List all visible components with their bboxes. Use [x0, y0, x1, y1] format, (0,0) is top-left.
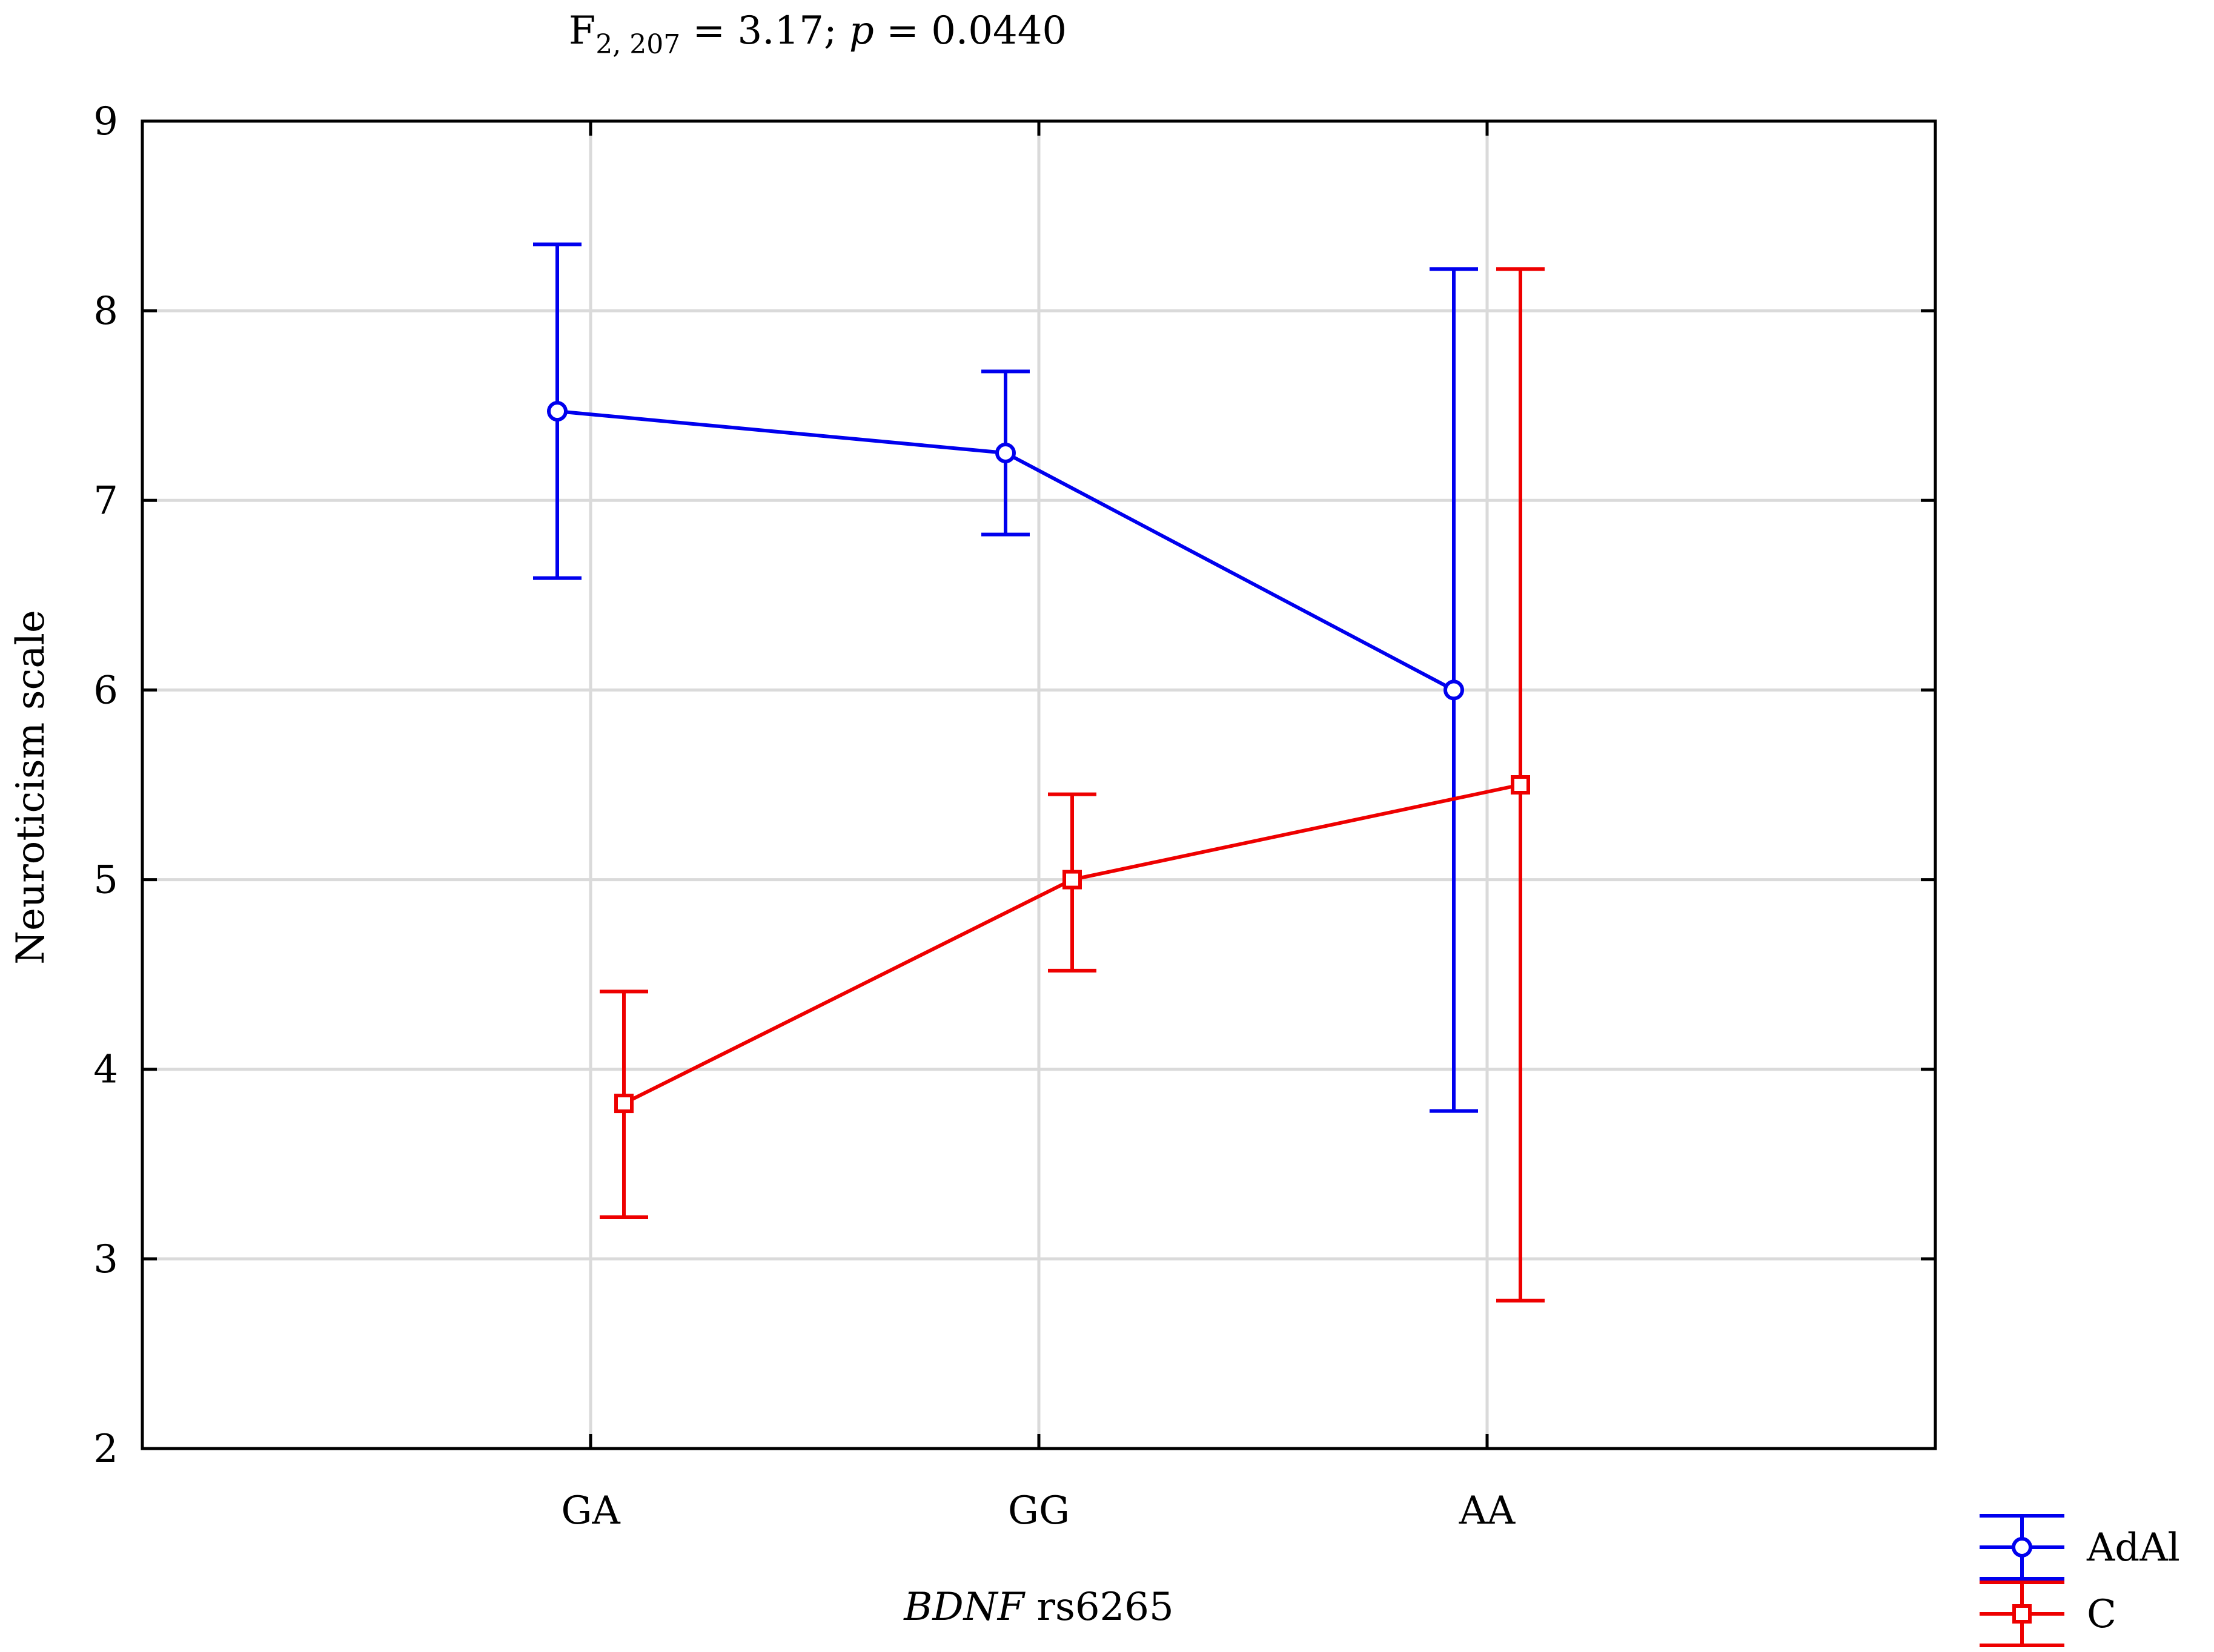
- x-tick-labels: GA GG AA: [561, 1488, 1516, 1533]
- legend-marker: [2012, 1604, 2032, 1624]
- data-point: [995, 443, 1016, 463]
- x-axis-label-snp: rs6265: [1024, 1585, 1174, 1630]
- legend-item-c: C: [1980, 1581, 2116, 1647]
- legend-item-adal: AdAl: [1980, 1514, 2180, 1581]
- title-stat-text: = 3.17;: [680, 8, 849, 53]
- data-point: [1443, 679, 1464, 701]
- data-point: [1511, 775, 1530, 795]
- data-point: [614, 1094, 634, 1114]
- x-axis-label-gene: BDNF: [903, 1585, 1026, 1630]
- x-tick-label: GA: [561, 1488, 620, 1533]
- title-p: p: [849, 8, 874, 53]
- y-tick-label: 6: [93, 668, 118, 713]
- data-point: [1062, 870, 1082, 890]
- series-layer: [533, 242, 1545, 1303]
- y-tick-label: 7: [93, 478, 118, 523]
- y-tick-label: 5: [93, 858, 118, 903]
- series-adal: [533, 242, 1478, 1113]
- title-subscript: 2, 207: [595, 29, 680, 60]
- y-tick-label: 2: [93, 1427, 118, 1472]
- y-tick-labels: 2 3 4 5 6 7 8 9: [93, 99, 118, 1472]
- legend-marker: [2012, 1537, 2032, 1558]
- y-tick-label: 3: [93, 1237, 118, 1282]
- chart-title: F2, 207 = 3.17; p = 0.0440: [569, 8, 1067, 60]
- y-tick-label: 9: [93, 99, 118, 144]
- y-axis-label: Neuroticism scale: [8, 610, 53, 965]
- data-point: [547, 401, 568, 422]
- x-tick-label: GG: [1008, 1488, 1070, 1533]
- series-c: [600, 267, 1545, 1303]
- legend-label: AdAl: [2086, 1525, 2180, 1570]
- y-tick-label: 4: [93, 1048, 118, 1092]
- legend-label: C: [2087, 1592, 2116, 1637]
- title-f: F: [569, 8, 595, 53]
- x-axis-label: BDNF rs6265: [903, 1585, 1173, 1630]
- plot-frame: [141, 119, 1937, 1450]
- legend: AdAl C: [1980, 1514, 2180, 1647]
- y-tick-label: 8: [93, 289, 118, 334]
- title-p-text: = 0.0440: [874, 8, 1067, 53]
- x-tick-label: AA: [1459, 1488, 1516, 1533]
- grid: [142, 121, 1935, 1449]
